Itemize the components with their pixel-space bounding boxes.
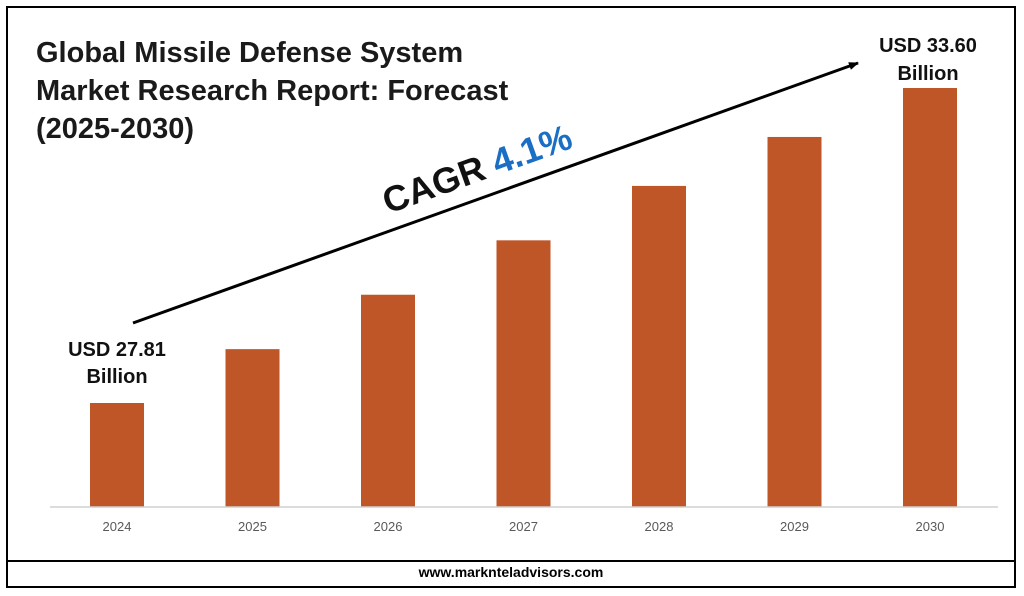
x-tick-2027: 2027	[509, 519, 538, 534]
x-tick-2026: 2026	[374, 519, 403, 534]
end-value-line-2: Billion	[897, 63, 958, 85]
bar-2030	[903, 88, 957, 507]
bars-group	[90, 88, 957, 507]
x-tick-2025: 2025	[238, 519, 267, 534]
footer-divider	[8, 560, 1014, 562]
cagr-label: CAGR4.1%	[377, 116, 577, 221]
cagr-text: CAGR	[377, 147, 491, 221]
title-line-2: Market Research Report: Forecast	[36, 75, 509, 107]
bar-2025	[225, 349, 280, 507]
bar-2026	[361, 294, 415, 507]
bar-2028	[632, 185, 686, 507]
x-tick-2028: 2028	[645, 519, 674, 534]
chart-title: Global Missile Defense System Market Res…	[36, 34, 536, 148]
footer-website: www.marknteladvisors.com	[418, 564, 604, 580]
x-tick-2029: 2029	[780, 519, 809, 534]
bar-2027	[496, 240, 551, 507]
chart-frame	[6, 6, 1016, 588]
start-value-line-1: USD 27.81	[68, 339, 166, 361]
trend-arrow	[132, 61, 859, 325]
bar-2024	[90, 403, 144, 507]
x-tick-labels: 2024 2025 2026 2027 2028 2029 2030	[103, 519, 945, 534]
x-tick-2024: 2024	[103, 519, 132, 534]
title-line-1: Global Missile Defense System	[36, 37, 464, 69]
end-value-line-1: USD 33.60	[879, 35, 977, 57]
start-value-line-2: Billion	[86, 366, 147, 388]
title-line-3: (2025-2030)	[36, 113, 194, 145]
x-tick-2030: 2030	[916, 519, 945, 534]
cagr-value: 4.1%	[486, 116, 577, 182]
bar-2029	[767, 136, 822, 507]
